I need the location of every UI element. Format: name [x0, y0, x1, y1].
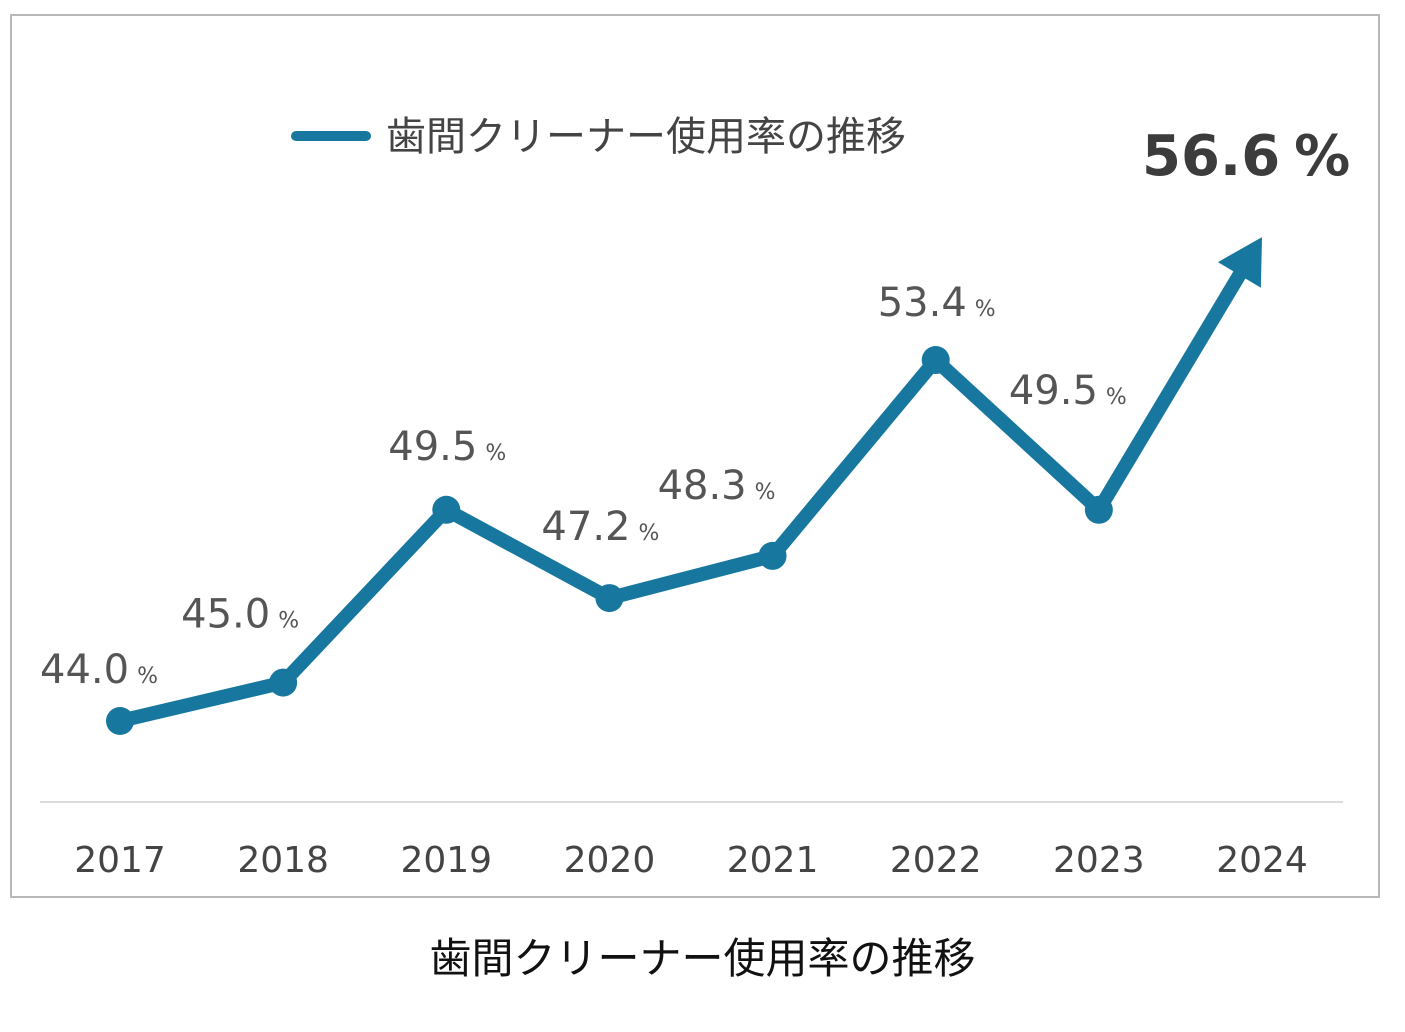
data-label-value: 44.0 — [40, 647, 129, 693]
data-label-unit: % — [278, 609, 299, 634]
x-tick-label: 2021 — [727, 840, 819, 881]
series-arrow-head — [1217, 237, 1262, 288]
data-label: 53.4% — [878, 280, 996, 326]
data-point — [269, 668, 298, 697]
data-label-value: 47.2 — [541, 504, 630, 550]
data-label-unit: % — [485, 441, 506, 466]
x-tick-label: 2020 — [564, 840, 656, 881]
data-point — [595, 584, 624, 613]
data-label-value: 49.5 — [388, 424, 477, 470]
data-label: 47.2% — [541, 504, 659, 550]
x-tick-label: 2022 — [890, 840, 982, 881]
data-label: 49.5% — [1009, 368, 1127, 414]
figure-caption: 歯間クリーナー使用率の推移 — [429, 934, 976, 983]
series-layer — [106, 237, 1262, 735]
data-label-value: 53.4 — [878, 280, 967, 326]
x-tick-label: 2023 — [1053, 840, 1145, 881]
legend-label: 歯間クリーナー使用率の推移 — [386, 114, 906, 160]
data-label: 45.0% — [181, 592, 299, 638]
data-label-unit: % — [638, 521, 659, 546]
data-point — [1084, 495, 1113, 524]
data-point — [432, 495, 461, 524]
data-labels: 44.0 %45.0 %49.5 %47.2 %48.3 %53.4 %49.5 %56.6% — [40, 124, 1350, 693]
data-label-unit: % — [1294, 124, 1350, 189]
data-point — [106, 707, 134, 735]
data-label-unit: % — [975, 297, 996, 322]
data-label-value: 45.0 — [181, 592, 270, 638]
chart-legend: 歯間クリーナー使用率の推移 — [291, 114, 906, 160]
data-point — [921, 346, 950, 375]
x-tick-label: 2017 — [74, 840, 166, 881]
data-label: 44.0% — [40, 647, 158, 693]
data-label-value: 49.5 — [1009, 368, 1098, 414]
data-label-value: 56.6 — [1142, 124, 1280, 189]
series-arrow-shaft — [1091, 264, 1249, 517]
data-label-highlight: 56.6% — [1142, 124, 1350, 189]
x-tick-label: 2024 — [1216, 840, 1308, 881]
data-label-value: 48.3 — [658, 463, 747, 509]
line-chart: 歯間クリーナー使用率の推移 2017 2018 2019 2020 2021 2022 20… — [40, 114, 1350, 881]
data-label-unit: % — [1106, 385, 1127, 410]
x-tick-label: 2018 — [237, 840, 329, 881]
data-point — [758, 541, 787, 570]
x-tick-label: 2019 — [400, 840, 492, 881]
x-axis-ticks: 2017 2018 2019 2020 2021 2022 2023 2024 — [74, 840, 1308, 881]
data-label: 49.5% — [388, 424, 506, 470]
data-label-unit: % — [755, 480, 776, 505]
chart-frame — [10, 14, 1380, 898]
data-label: 48.3% — [658, 463, 776, 509]
data-label-unit: % — [137, 664, 158, 689]
